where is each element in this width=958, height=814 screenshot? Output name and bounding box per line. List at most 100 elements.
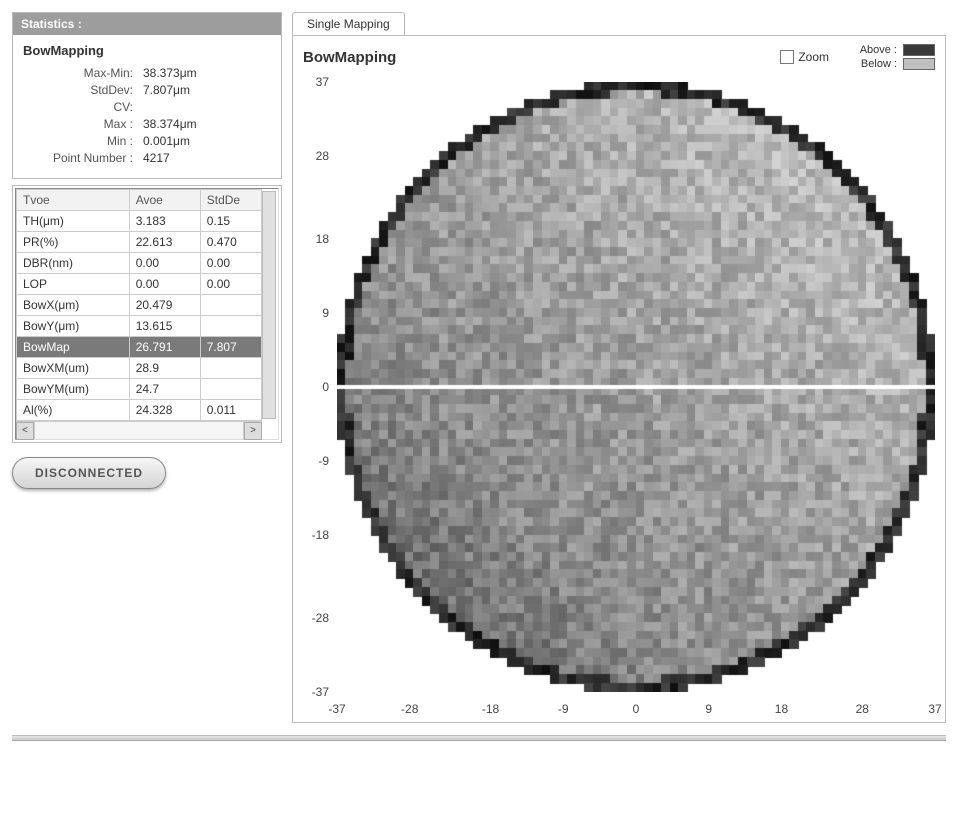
- stat-row: Point Number :4217: [23, 151, 271, 165]
- table-cell: 22.613: [129, 232, 200, 253]
- x-tick: 18: [775, 702, 788, 716]
- data-table[interactable]: TvoeAvoeStdDe TH(μm)3.1830.15PR(%)22.613…: [16, 189, 262, 421]
- legend-below-swatch: [903, 58, 935, 70]
- table-cell: BowY(μm): [17, 316, 130, 337]
- table-cell: LOP: [17, 274, 130, 295]
- footer-separator: [12, 735, 946, 741]
- table-cell: BowXM(um): [17, 358, 130, 379]
- disconnected-button[interactable]: DISCONNECTED: [12, 457, 166, 489]
- table-cell: PR(%): [17, 232, 130, 253]
- table-row[interactable]: DBR(nm)0.000.00: [17, 253, 262, 274]
- table-row[interactable]: TH(μm)3.1830.15: [17, 211, 262, 232]
- table-cell: BowYM(um): [17, 379, 130, 400]
- table-cell: 0.00: [129, 253, 200, 274]
- stat-label: Max :: [23, 117, 143, 131]
- table-cell: 0.470: [200, 232, 261, 253]
- map-title: BowMapping: [303, 49, 780, 66]
- y-tick: 37: [299, 75, 329, 89]
- table-cell: BowX(μm): [17, 295, 130, 316]
- statistics-header: Statistics :: [13, 13, 281, 35]
- y-tick: -28: [299, 611, 329, 625]
- legend-below-label: Below :: [849, 58, 897, 70]
- x-tick: 37: [928, 702, 941, 716]
- tab-single-mapping[interactable]: Single Mapping: [292, 12, 405, 35]
- table-header[interactable]: Avoe: [129, 190, 200, 211]
- stat-value: 0.001μm: [143, 134, 271, 148]
- table-cell: [200, 295, 261, 316]
- stat-value: [143, 100, 271, 114]
- table-cell: 24.7: [129, 379, 200, 400]
- stat-value: 7.807μm: [143, 83, 271, 97]
- legend-above-label: Above :: [849, 44, 897, 56]
- chart-area: -37-28-18-909182837 -37-28-18-909182837: [299, 76, 939, 716]
- statistics-title: BowMapping: [23, 43, 271, 58]
- table-row[interactable]: PR(%)22.6130.470: [17, 232, 262, 253]
- stat-label: Point Number :: [23, 151, 143, 165]
- table-cell: [200, 358, 261, 379]
- x-tick: -28: [401, 702, 418, 716]
- table-cell: 3.183: [129, 211, 200, 232]
- x-tick: -37: [328, 702, 345, 716]
- x-tick: 0: [633, 702, 640, 716]
- plot[interactable]: [337, 82, 935, 692]
- table-cell: 0.15: [200, 211, 261, 232]
- table-header[interactable]: StdDe: [200, 190, 261, 211]
- table-cell: 7.807: [200, 337, 261, 358]
- zoom-checkbox[interactable]: [780, 50, 794, 64]
- stat-label: StdDev:: [23, 83, 143, 97]
- statistics-panel: Statistics : BowMapping Max-Min:38.373μm…: [12, 12, 282, 179]
- data-table-panel: TvoeAvoeStdDe TH(μm)3.1830.15PR(%)22.613…: [12, 185, 282, 443]
- stat-value: 4217: [143, 151, 271, 165]
- scroll-left-icon[interactable]: <: [16, 422, 34, 440]
- x-tick: -9: [558, 702, 569, 716]
- y-tick: -18: [299, 528, 329, 542]
- stat-value: 38.373μm: [143, 66, 271, 80]
- zoom-label: Zoom: [798, 50, 829, 64]
- zoom-checkbox-group[interactable]: Zoom: [780, 50, 829, 64]
- table-row[interactable]: LOP0.000.00: [17, 274, 262, 295]
- stat-row: Max :38.374μm: [23, 117, 271, 131]
- table-row[interactable]: BowYM(um)24.7: [17, 379, 262, 400]
- table-row[interactable]: BowMap26.7917.807: [17, 337, 262, 358]
- y-tick: 18: [299, 232, 329, 246]
- table-cell: 24.328: [129, 400, 200, 421]
- table-cell: TH(μm): [17, 211, 130, 232]
- x-tick: 9: [705, 702, 712, 716]
- scroll-right-icon[interactable]: >: [244, 422, 262, 440]
- table-row[interactable]: Al(%)24.3280.011: [17, 400, 262, 421]
- stat-row: StdDev:7.807μm: [23, 83, 271, 97]
- vertical-scrollbar[interactable]: [262, 191, 276, 419]
- table-row[interactable]: BowX(μm)20.479: [17, 295, 262, 316]
- table-row[interactable]: BowXM(um)28.9: [17, 358, 262, 379]
- table-cell: [200, 379, 261, 400]
- stat-row: CV:: [23, 100, 271, 114]
- legend-above-swatch: [903, 44, 935, 56]
- stat-label: CV:: [23, 100, 143, 114]
- map-panel: BowMapping Zoom Above : Below :: [292, 35, 946, 723]
- x-tick: 28: [856, 702, 869, 716]
- table-cell: Al(%): [17, 400, 130, 421]
- stat-row: Min :0.001μm: [23, 134, 271, 148]
- table-cell: 13.615: [129, 316, 200, 337]
- table-cell: 26.791: [129, 337, 200, 358]
- y-tick: 9: [299, 306, 329, 320]
- table-cell: 0.00: [129, 274, 200, 295]
- x-tick: -18: [482, 702, 499, 716]
- table-cell: 20.479: [129, 295, 200, 316]
- stat-label: Min :: [23, 134, 143, 148]
- table-cell: [200, 316, 261, 337]
- y-tick: -9: [299, 454, 329, 468]
- table-cell: BowMap: [17, 337, 130, 358]
- table-cell: 0.011: [200, 400, 261, 421]
- table-row[interactable]: BowY(μm)13.615: [17, 316, 262, 337]
- table-cell: 28.9: [129, 358, 200, 379]
- horizontal-scrollbar[interactable]: < >: [16, 421, 262, 439]
- table-cell: 0.00: [200, 253, 261, 274]
- table-header[interactable]: Tvoe: [17, 190, 130, 211]
- y-tick: 28: [299, 149, 329, 163]
- heatmap-canvas: [337, 82, 935, 692]
- table-cell: DBR(nm): [17, 253, 130, 274]
- y-tick: -37: [299, 685, 329, 699]
- stat-value: 38.374μm: [143, 117, 271, 131]
- scroll-track[interactable]: [34, 422, 244, 439]
